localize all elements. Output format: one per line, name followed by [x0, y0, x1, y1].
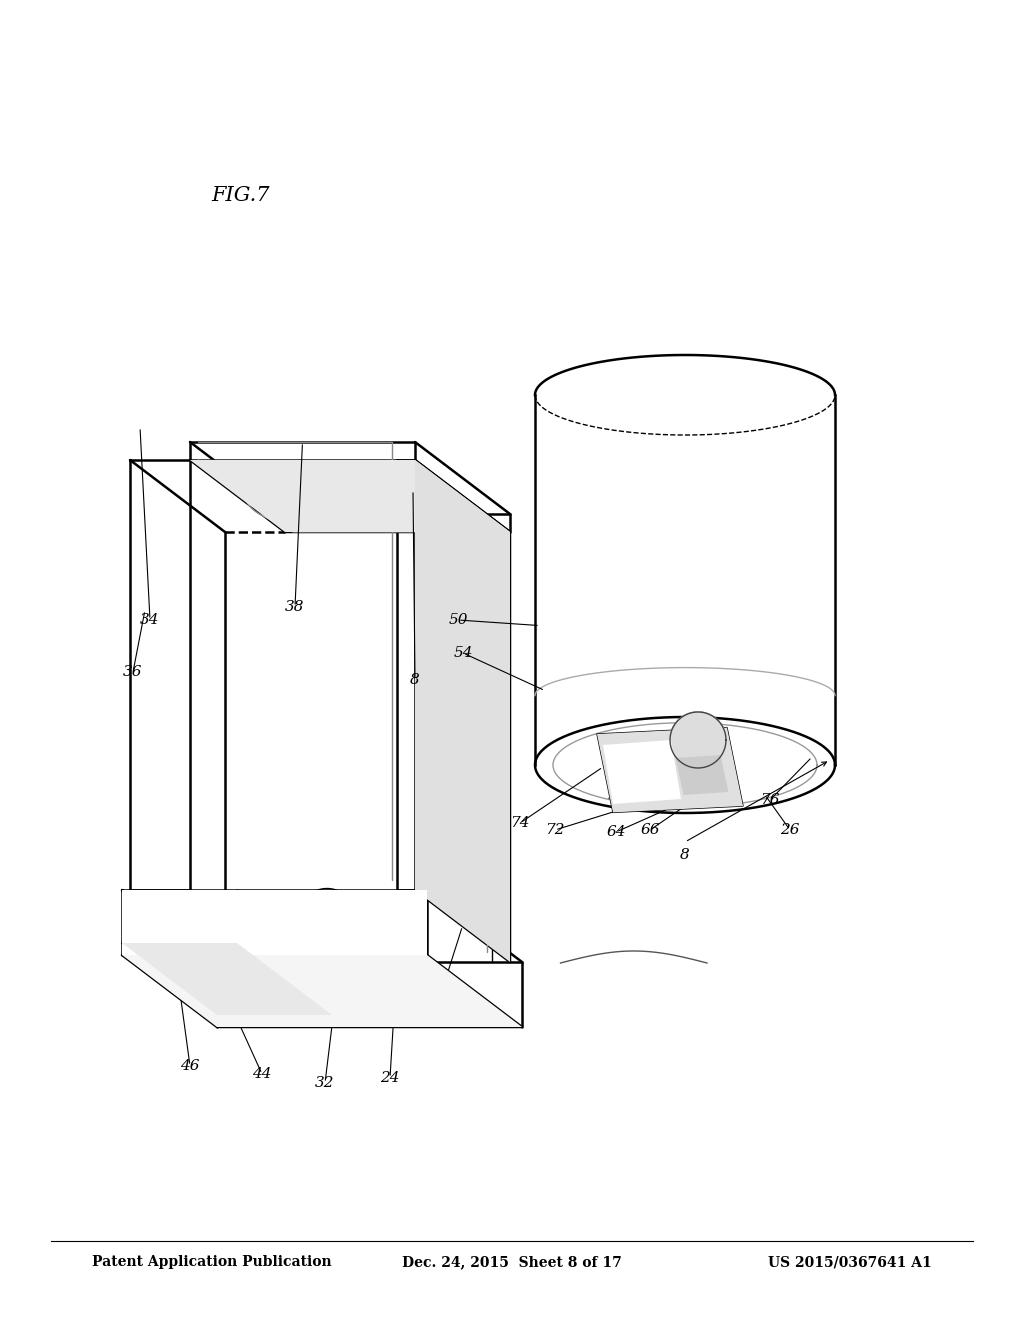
Text: 64: 64 [606, 825, 626, 840]
Text: 46: 46 [180, 1059, 200, 1073]
Polygon shape [122, 942, 332, 1015]
Polygon shape [190, 459, 510, 532]
Polygon shape [676, 755, 728, 795]
Text: 32: 32 [315, 1076, 335, 1090]
Text: 8: 8 [680, 847, 690, 862]
Text: 44: 44 [252, 1067, 271, 1081]
Circle shape [670, 711, 726, 768]
Text: Patent Application Publication: Patent Application Publication [92, 1255, 332, 1270]
Text: 38: 38 [286, 601, 305, 614]
Text: 50: 50 [449, 612, 468, 627]
Text: 34: 34 [140, 612, 160, 627]
Text: 72: 72 [545, 822, 565, 837]
Text: 40: 40 [422, 1015, 441, 1030]
Text: 24: 24 [380, 1071, 399, 1085]
Text: 54: 54 [454, 645, 473, 660]
Polygon shape [130, 459, 190, 890]
Polygon shape [130, 890, 285, 962]
Polygon shape [603, 741, 681, 804]
Text: US 2015/0367641 A1: US 2015/0367641 A1 [768, 1255, 932, 1270]
Text: 36: 36 [123, 665, 142, 678]
Text: 76: 76 [760, 793, 779, 807]
Text: 8: 8 [411, 673, 420, 686]
Text: 26: 26 [780, 822, 800, 837]
Polygon shape [597, 727, 743, 812]
Text: Dec. 24, 2015  Sheet 8 of 17: Dec. 24, 2015 Sheet 8 of 17 [402, 1255, 622, 1270]
Text: 74: 74 [510, 816, 529, 830]
Polygon shape [122, 954, 522, 1027]
Polygon shape [122, 890, 427, 954]
Polygon shape [415, 459, 510, 962]
Text: 66: 66 [640, 822, 659, 837]
Text: FIG.7: FIG.7 [211, 186, 270, 205]
